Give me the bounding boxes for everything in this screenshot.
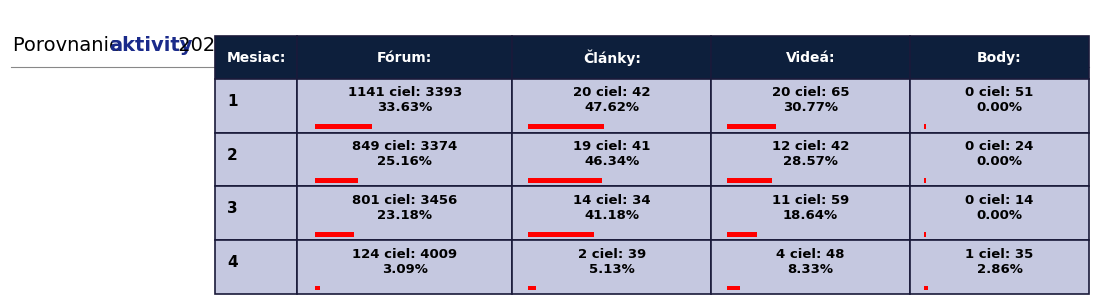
Text: Videá:: Videá: xyxy=(785,51,835,65)
Bar xyxy=(727,178,772,183)
Bar xyxy=(924,232,926,237)
Text: 11 ciel: 59
18.64%: 11 ciel: 59 18.64% xyxy=(772,194,849,222)
Text: 124 ciel: 4009
3.09%: 124 ciel: 4009 3.09% xyxy=(352,248,458,276)
Bar xyxy=(297,79,513,133)
Bar xyxy=(711,133,910,186)
Text: 20 ciel: 65
30.77%: 20 ciel: 65 30.77% xyxy=(772,86,849,114)
Text: aktivity: aktivity xyxy=(109,35,192,55)
Bar xyxy=(528,178,602,183)
Bar xyxy=(513,36,711,79)
Bar xyxy=(727,232,757,237)
Text: Porovnanie: Porovnanie xyxy=(13,35,128,55)
Bar xyxy=(910,186,1089,240)
Text: 3: 3 xyxy=(227,201,238,216)
Bar xyxy=(315,232,354,237)
Text: 801 ciel: 3456
23.18%: 801 ciel: 3456 23.18% xyxy=(352,194,458,222)
Bar xyxy=(315,285,320,290)
Bar xyxy=(528,232,594,237)
Bar xyxy=(513,133,711,186)
Bar xyxy=(711,186,910,240)
Bar xyxy=(297,133,513,186)
Bar xyxy=(297,36,513,79)
Text: 0 ciel: 14
0.00%: 0 ciel: 14 0.00% xyxy=(966,194,1034,222)
Bar xyxy=(214,36,297,79)
Text: Body:: Body: xyxy=(977,51,1022,65)
Bar xyxy=(924,178,926,183)
Bar xyxy=(315,124,373,129)
Bar xyxy=(513,186,711,240)
Bar xyxy=(214,240,297,294)
Text: Články:: Články: xyxy=(583,49,640,66)
Bar xyxy=(214,133,297,186)
Bar xyxy=(297,186,513,240)
Text: Mesiac:: Mesiac: xyxy=(227,51,286,65)
Bar xyxy=(910,36,1089,79)
Bar xyxy=(297,240,513,294)
Text: 849 ciel: 3374
25.16%: 849 ciel: 3374 25.16% xyxy=(352,140,458,168)
Bar xyxy=(910,240,1089,294)
Text: 20 ciel: 42
47.62%: 20 ciel: 42 47.62% xyxy=(573,86,650,114)
Text: 1 ciel: 35
2.86%: 1 ciel: 35 2.86% xyxy=(966,248,1034,276)
Bar xyxy=(214,79,297,133)
Bar xyxy=(711,36,910,79)
Text: 14 ciel: 34
41.18%: 14 ciel: 34 41.18% xyxy=(573,194,650,222)
Bar xyxy=(910,79,1089,133)
Bar xyxy=(711,79,910,133)
Bar xyxy=(315,178,358,183)
Text: 1: 1 xyxy=(227,94,238,109)
Bar xyxy=(924,285,928,290)
Text: 19 ciel: 41
46.34%: 19 ciel: 41 46.34% xyxy=(573,140,650,168)
Text: 2: 2 xyxy=(227,148,238,163)
Text: 2023 s cieĿom (2016):: 2023 s cieĿom (2016): xyxy=(172,35,397,55)
Text: 4 ciel: 48
8.33%: 4 ciel: 48 8.33% xyxy=(777,248,845,276)
Bar xyxy=(924,124,926,129)
Bar xyxy=(528,124,604,129)
Bar xyxy=(513,240,711,294)
Bar xyxy=(214,186,297,240)
Text: 4: 4 xyxy=(227,255,238,270)
Text: 1141 ciel: 3393
33.63%: 1141 ciel: 3393 33.63% xyxy=(348,86,462,114)
Text: Fórum:: Fórum: xyxy=(377,51,432,65)
Bar xyxy=(513,79,711,133)
Bar xyxy=(528,285,537,290)
Text: 12 ciel: 42
28.57%: 12 ciel: 42 28.57% xyxy=(772,140,849,168)
Text: 0 ciel: 51
0.00%: 0 ciel: 51 0.00% xyxy=(966,86,1034,114)
Text: 0 ciel: 24
0.00%: 0 ciel: 24 0.00% xyxy=(966,140,1034,168)
Bar xyxy=(727,285,740,290)
Text: 2 ciel: 39
5.13%: 2 ciel: 39 5.13% xyxy=(578,248,646,276)
Bar xyxy=(727,124,776,129)
Bar xyxy=(711,240,910,294)
Bar xyxy=(910,133,1089,186)
